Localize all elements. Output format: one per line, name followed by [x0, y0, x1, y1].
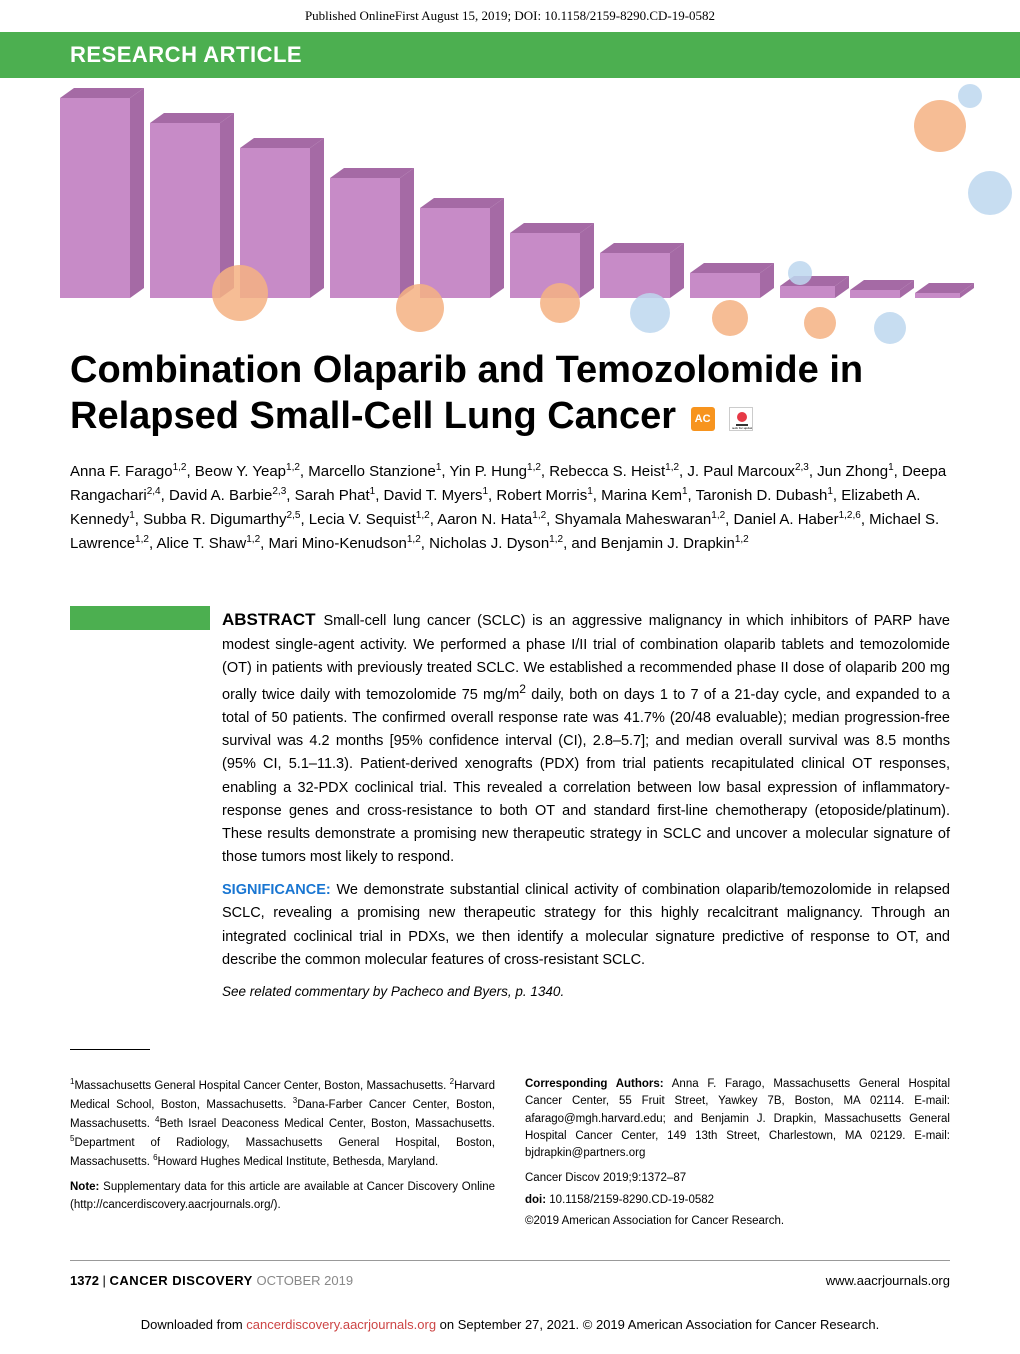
significance-text: SIGNIFICANCE: We demonstrate substantial… [222, 879, 950, 972]
article-type-bar: RESEARCH ARTICLE [0, 32, 1020, 78]
download-source-link[interactable]: cancerdiscovery.aacrjournals.org [246, 1317, 436, 1332]
doi-banner: Published OnlineFirst August 15, 2019; D… [0, 0, 1020, 32]
page-footer-left: 1372 | CANCER DISCOVERY OCTOBER 2019 [70, 1273, 353, 1288]
author-list: Anna F. Farago1,2, Beow Y. Yeap1,2, Marc… [70, 460, 950, 556]
article-type-label: RESEARCH ARTICLE [70, 42, 302, 68]
abstract-color-box [70, 606, 210, 630]
supplementary-note: Note: Supplementary data for this articl… [70, 1179, 495, 1214]
corresponding-column: Corresponding Authors: Anna F. Farago, M… [525, 1076, 950, 1230]
footnotes-section: 1Massachusetts General Hospital Cancer C… [70, 1056, 950, 1240]
footnote-divider [70, 1049, 150, 1050]
check-updates-badge-icon[interactable]: Check for updates [729, 407, 753, 431]
affiliations-column: 1Massachusetts General Hospital Cancer C… [70, 1076, 495, 1230]
significance-label: SIGNIFICANCE: [222, 882, 331, 898]
page-footer: 1372 | CANCER DISCOVERY OCTOBER 2019 www… [70, 1260, 950, 1296]
citation-text: Cancer Discov 2019;9:1372–87 [525, 1170, 950, 1187]
download-note: Downloaded from cancerdiscovery.aacrjour… [0, 1296, 1020, 1354]
corresponding-authors: Corresponding Authors: Anna F. Farago, M… [525, 1076, 950, 1162]
hero-graphic [0, 78, 1020, 348]
open-access-badge-icon: AC [691, 407, 715, 431]
journal-url[interactable]: www.aacrjournals.org [826, 1273, 950, 1288]
article-title: Combination Olaparib and Temozolomide in… [70, 348, 950, 440]
abstract-label: ABSTRACT [222, 610, 316, 629]
affiliations-text: 1Massachusetts General Hospital Cancer C… [70, 1076, 495, 1171]
related-commentary: See related commentary by Pacheco and By… [222, 984, 950, 999]
abstract-section: ABSTRACTSmall-cell lung cancer (SCLC) is… [0, 576, 1020, 1019]
svg-text:Check for updates: Check for updates [732, 426, 752, 430]
page-number: 1372 [70, 1273, 99, 1288]
copyright-text: ©2019 American Association for Cancer Re… [525, 1213, 950, 1230]
journal-name: CANCER DISCOVERY [110, 1273, 253, 1288]
abstract-text: ABSTRACTSmall-cell lung cancer (SCLC) is… [222, 606, 950, 869]
issue-date: OCTOBER 2019 [256, 1273, 353, 1288]
doi-text: doi: 10.1158/2159-8290.CD-19-0582 [525, 1192, 950, 1209]
